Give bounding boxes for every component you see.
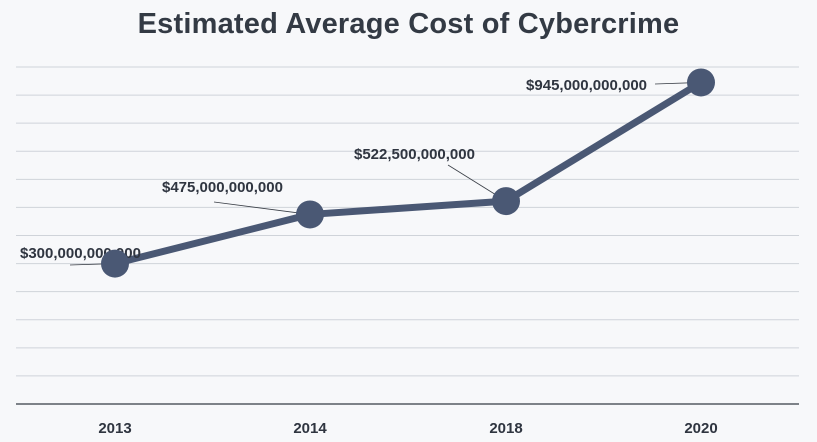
data-point bbox=[492, 187, 520, 216]
data-point bbox=[101, 249, 129, 278]
data-label: $475,000,000,000 bbox=[162, 179, 283, 196]
x-tick-label: 2020 bbox=[684, 420, 717, 437]
series-line bbox=[111, 78, 705, 268]
data-label: $945,000,000,000 bbox=[526, 77, 647, 94]
x-tick-label: 2013 bbox=[98, 420, 131, 437]
data-point bbox=[296, 200, 324, 229]
x-tick-label: 2018 bbox=[489, 420, 522, 437]
chart-title: Estimated Average Cost of Cybercrime bbox=[137, 8, 680, 40]
leader-line bbox=[213, 201, 311, 215]
x-tick-label: 2014 bbox=[293, 420, 327, 437]
data-point bbox=[687, 68, 715, 97]
data-label: $522,500,000,000 bbox=[354, 146, 475, 163]
